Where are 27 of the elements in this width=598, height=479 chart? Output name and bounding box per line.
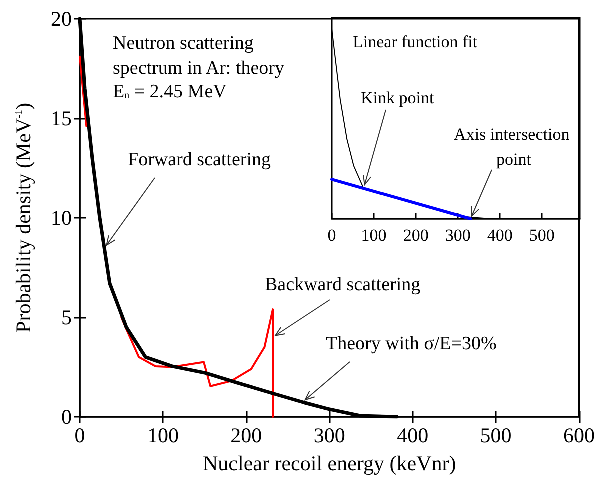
annotation: Theory with σ/E=30% — [326, 334, 497, 354]
x-tick-label: 200 — [403, 226, 429, 245]
y-tick-label: 10 — [51, 206, 72, 230]
x-tick-label: 200 — [230, 424, 262, 448]
annotation: Neutron scattering spectrum in Ar: theory — [113, 33, 285, 79]
y-tick-label: 5 — [62, 306, 72, 330]
y-tick-label: 0 — [62, 405, 72, 429]
x-tick-label: 500 — [529, 226, 555, 245]
y-tick-label: 15 — [51, 106, 72, 130]
annotation: Linear function fit — [353, 32, 478, 52]
x-tick-label: 100 — [147, 424, 179, 448]
annotation: Forward scattering — [128, 150, 272, 170]
y-tick-label: 20 — [51, 7, 72, 31]
annotation: En = 2.45 MeV — [113, 82, 228, 102]
x-tick-label: 300 — [445, 226, 471, 245]
x-tick-label: 100 — [361, 226, 387, 245]
x-tick-label: 500 — [480, 424, 512, 448]
annotation: Backward scattering — [265, 274, 422, 296]
x-tick-label: 400 — [487, 226, 513, 245]
x-tick-label: 400 — [397, 424, 429, 448]
x-tick-label: 0 — [328, 226, 336, 245]
annotation: Kink point — [361, 88, 434, 108]
annotation: Axis intersection point — [454, 125, 574, 169]
y-axis-title: Probability density (MeV-1) — [12, 103, 36, 333]
x-axis-title: Nuclear recoil energy (keVnr) — [203, 452, 456, 476]
x-tick-label: 300 — [314, 424, 346, 448]
x-tick-label: 600 — [564, 424, 595, 448]
